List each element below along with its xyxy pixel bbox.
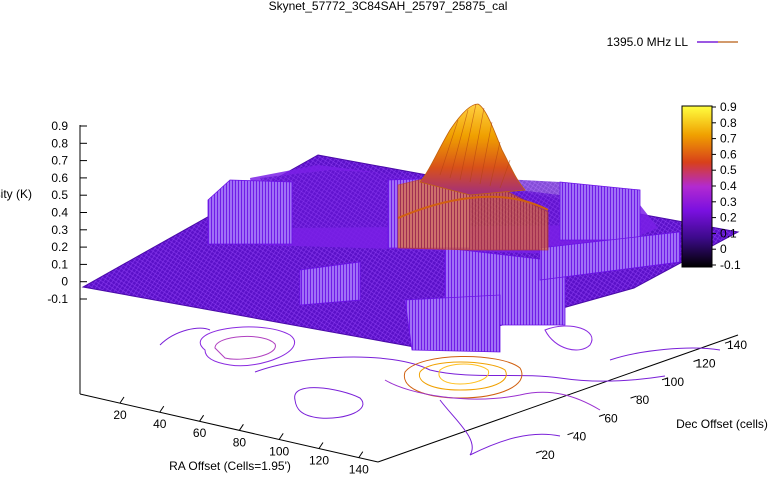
surface-wall — [559, 181, 641, 241]
x-tick-label: 120 — [309, 454, 329, 468]
chart-title: Skynet_57772_3C84SAH_25797_25875_cal — [269, 0, 508, 13]
z-tick-label: 0.7 — [51, 154, 68, 168]
contour-line — [159, 327, 211, 346]
x-tick-label: 20 — [113, 408, 127, 422]
x-axis-label: RA Offset (Cells=1.95') — [169, 459, 291, 473]
colorbar-tick-label: 0.7 — [720, 132, 737, 146]
surface-wall — [207, 179, 293, 245]
z-tick-label: -0.1 — [47, 292, 68, 306]
colorbar-tick-label: 0.2 — [720, 211, 737, 225]
contour-line — [418, 361, 507, 391]
surface-wall — [539, 231, 681, 281]
contour-line — [199, 326, 296, 367]
y-tick-label: 140 — [727, 338, 747, 352]
x-tick — [119, 396, 125, 404]
legend-label: 1395.0 MHz LL — [607, 35, 689, 49]
y-tick-label: 120 — [695, 357, 715, 371]
y-tick-label: 40 — [573, 430, 587, 444]
y-axis-label: Dec Offset (cells) — [676, 417, 768, 431]
colorbar-tick-label: 0.1 — [720, 226, 737, 240]
y-tick — [598, 413, 606, 417]
colorbar-tick-label: 0.9 — [720, 100, 737, 114]
contour-line — [294, 387, 364, 419]
contour-line — [214, 335, 276, 360]
contour-line — [544, 325, 593, 351]
contour-line — [439, 399, 561, 456]
y-tick — [535, 450, 543, 454]
x-axis-line — [79, 393, 379, 463]
x-tick — [238, 424, 244, 431]
y-tick — [724, 340, 732, 344]
x-tick — [199, 414, 205, 422]
y-tick-label: 20 — [541, 448, 555, 462]
z-tick-label: 0.3 — [51, 223, 68, 237]
contour-line — [384, 379, 601, 411]
surface-ridge — [397, 195, 549, 219]
y-tick — [693, 359, 700, 362]
z-tick-label: 0.6 — [51, 171, 68, 185]
colorbar-tick-label: 0.4 — [720, 179, 737, 193]
surface-mesh — [81, 103, 740, 353]
colorbar-tick-label: -0.1 — [720, 258, 741, 272]
z-tick-label: 0.9 — [51, 119, 68, 133]
y-tick — [567, 432, 574, 436]
contour-projection — [159, 325, 721, 456]
colorbar-tick-label: 0 — [720, 242, 727, 256]
colorbar-tick-label: 0.5 — [720, 163, 737, 177]
x-axis-ticks: 20 40 60 80 100 120 140 — [113, 396, 369, 477]
surface-peak-stripes — [439, 103, 511, 189]
y-tick-label: 60 — [604, 411, 618, 425]
x-tick-label: 140 — [349, 463, 369, 477]
x-tick-label: 40 — [153, 417, 167, 431]
z-tick-label: 0.1 — [51, 257, 68, 271]
z-axis-label: Intensity (K) — [0, 187, 32, 201]
contour-line — [403, 356, 523, 399]
x-tick — [159, 405, 165, 413]
y-tick-label: 80 — [636, 393, 650, 407]
y-axis-line — [377, 334, 739, 463]
z-tick-label: 0.8 — [51, 136, 68, 150]
contour-line — [438, 363, 490, 385]
x-tick — [358, 451, 364, 458]
z-tick-label: 0 — [61, 275, 68, 289]
y-tick-label: 100 — [664, 375, 684, 389]
surface-wall — [404, 294, 501, 353]
x-tick-label: 100 — [269, 444, 289, 458]
y-tick — [661, 377, 669, 381]
y-tick — [630, 395, 637, 399]
z-axis-ticks: 0.9 0.8 0.7 0.6 0.5 0.4 0.3 0.2 0.1 0 -0.1 — [47, 119, 87, 306]
z-tick-label: 0.4 — [51, 206, 68, 220]
contour-line — [254, 356, 666, 382]
x-tick — [318, 442, 324, 449]
surface-peak — [419, 103, 526, 196]
x-tick-label: 80 — [233, 435, 247, 449]
surface-wall — [299, 261, 361, 306]
colorbar-tick-label: 0.6 — [720, 147, 737, 161]
x-tick — [278, 433, 284, 440]
colorbar-tick-label: 0.8 — [720, 116, 737, 130]
y-axis-ticks: 20 40 60 80 100 120 140 — [535, 338, 747, 462]
x-tick-label: 60 — [193, 426, 207, 440]
z-tick-label: 0.5 — [51, 188, 68, 202]
colorbar-ticks: 0.9 0.8 0.70.6 0.5 0.4 0.3 0.20.1 0 -0.1 — [712, 100, 741, 272]
contour-line — [609, 347, 721, 361]
colorbar-tick-label: 0.3 — [720, 195, 737, 209]
z-tick-label: 0.2 — [51, 240, 68, 254]
colorbar — [681, 105, 713, 268]
